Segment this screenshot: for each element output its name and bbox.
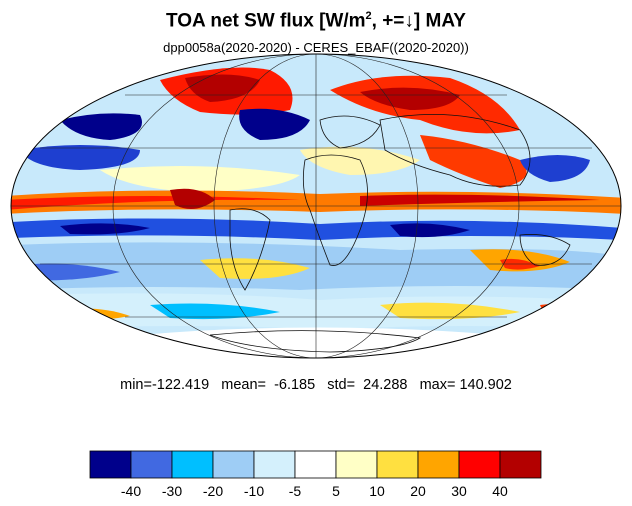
coastlines [209, 113, 571, 353]
title-main: TOA net SW flux [W/m [166, 10, 366, 32]
colorbar-tick-label: -5 [288, 483, 302, 499]
colorbar-swatch [417, 450, 460, 479]
colorbar [89, 450, 542, 479]
colorbar-swatch [376, 450, 419, 479]
colorbar-swatch [171, 450, 214, 479]
colorbar-tick-label: 5 [332, 483, 340, 499]
map-title: TOA net SW flux [W/m2, +=↓] MAY [0, 10, 632, 32]
colorbar-tick-label: -10 [243, 483, 265, 499]
title-rest: , +=↓] MAY [371, 10, 466, 32]
colorbar-tick-label: 40 [492, 483, 508, 499]
colorbar-swatch [499, 450, 542, 479]
colorbar-tick-label: 10 [369, 483, 385, 499]
colorbar-tick-label: 30 [451, 483, 467, 499]
colorbar-swatch [212, 450, 255, 479]
colorbar-swatch [253, 450, 296, 479]
colorbar-tick-label: 20 [410, 483, 426, 499]
colorbar-swatch [335, 450, 378, 479]
map-subtitle: dpp0058a(2020-2020) - CERES_EBAF((2020-2… [163, 40, 469, 55]
colorbar-tick-label: -30 [161, 483, 183, 499]
colorbar-swatch [130, 450, 173, 479]
colorbar-swatch [294, 450, 337, 479]
colorbar-tick-label: -20 [202, 483, 224, 499]
colorbar-swatch [89, 450, 132, 479]
title-superscript: 2 [365, 10, 372, 22]
statistics-line: min=-122.419 mean= -6.185 std= 24.288 ma… [120, 377, 512, 393]
colorbar-tick-label: -40 [120, 483, 142, 499]
colorbar-swatch [458, 450, 501, 479]
map-border [10, 53, 622, 359]
